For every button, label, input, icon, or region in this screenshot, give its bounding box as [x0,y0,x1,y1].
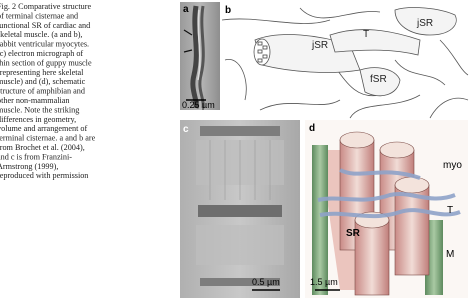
panel-b: b jSR T jSR fSR [221,2,469,119]
caption-line: other non-mammalian [0,96,70,105]
caption-line: junctional SR of cardiac and [0,21,90,30]
caption-line: (representing here skeletal [0,68,84,77]
caption-line: muscle) and (d), schematic [0,77,86,86]
annotation: fSR [370,74,387,85]
caption-line: terminal cisternae. a and b are [0,134,96,143]
panel-d: d myo T SR M 1.5 µm [305,120,468,298]
scale-bar-label: 0.25 µm [182,100,215,110]
panel-label: a [183,4,189,15]
annotation: T [363,29,369,40]
caption-line: skeletal muscle. (a and b), [0,30,82,39]
caption-line: of terminal cisternae and [0,11,78,20]
panel-label: d [309,123,315,134]
annotation: M [446,249,454,260]
annotation: myo [443,160,462,171]
caption-line: and c is from Franzini- [0,152,72,161]
caption-line: muscle. Note the striking [0,105,79,114]
scale-bar-label: 0.5 µm [252,277,280,287]
annotation: jSR [311,40,328,51]
caption-line: reproduced with permission [0,171,88,180]
annotation: SR [346,228,361,239]
scale-bar-label: 1.5 µm [310,277,338,287]
caption-line: from Brochet et al. (2004), [0,143,85,152]
panel-label: c [183,124,189,135]
annotation: T [447,205,453,216]
panel-c: c 0.5 µm [180,120,300,298]
caption-line: thin section of guppy muscle [0,58,92,67]
caption-line: structure of amphibian and [0,87,85,96]
caption-line: Fig. 2 Comparative structure [0,2,92,11]
caption-line: differences in geometry, [0,115,76,124]
caption-line: rabbit ventricular myocytes. [0,40,89,49]
caption-line: volume and arrangement of [0,124,88,133]
annotation: jSR [416,18,433,29]
caption-line: (c) electron micrograph of [0,49,83,58]
panel-label: b [225,5,231,16]
panel-a: a 0.25 µm [180,2,220,110]
caption-line: Armstrong (1999), [0,162,58,171]
